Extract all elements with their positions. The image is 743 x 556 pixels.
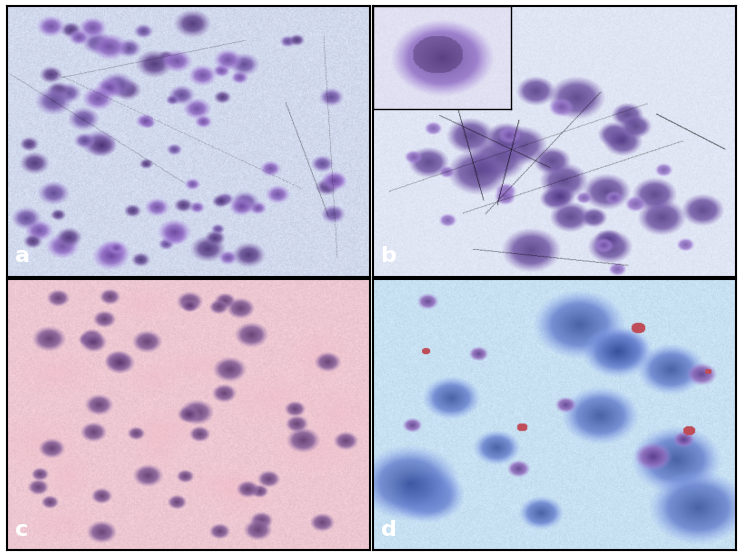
Text: a: a <box>15 246 30 266</box>
Text: b: b <box>380 246 397 266</box>
Text: c: c <box>15 520 28 539</box>
Text: d: d <box>380 520 397 539</box>
